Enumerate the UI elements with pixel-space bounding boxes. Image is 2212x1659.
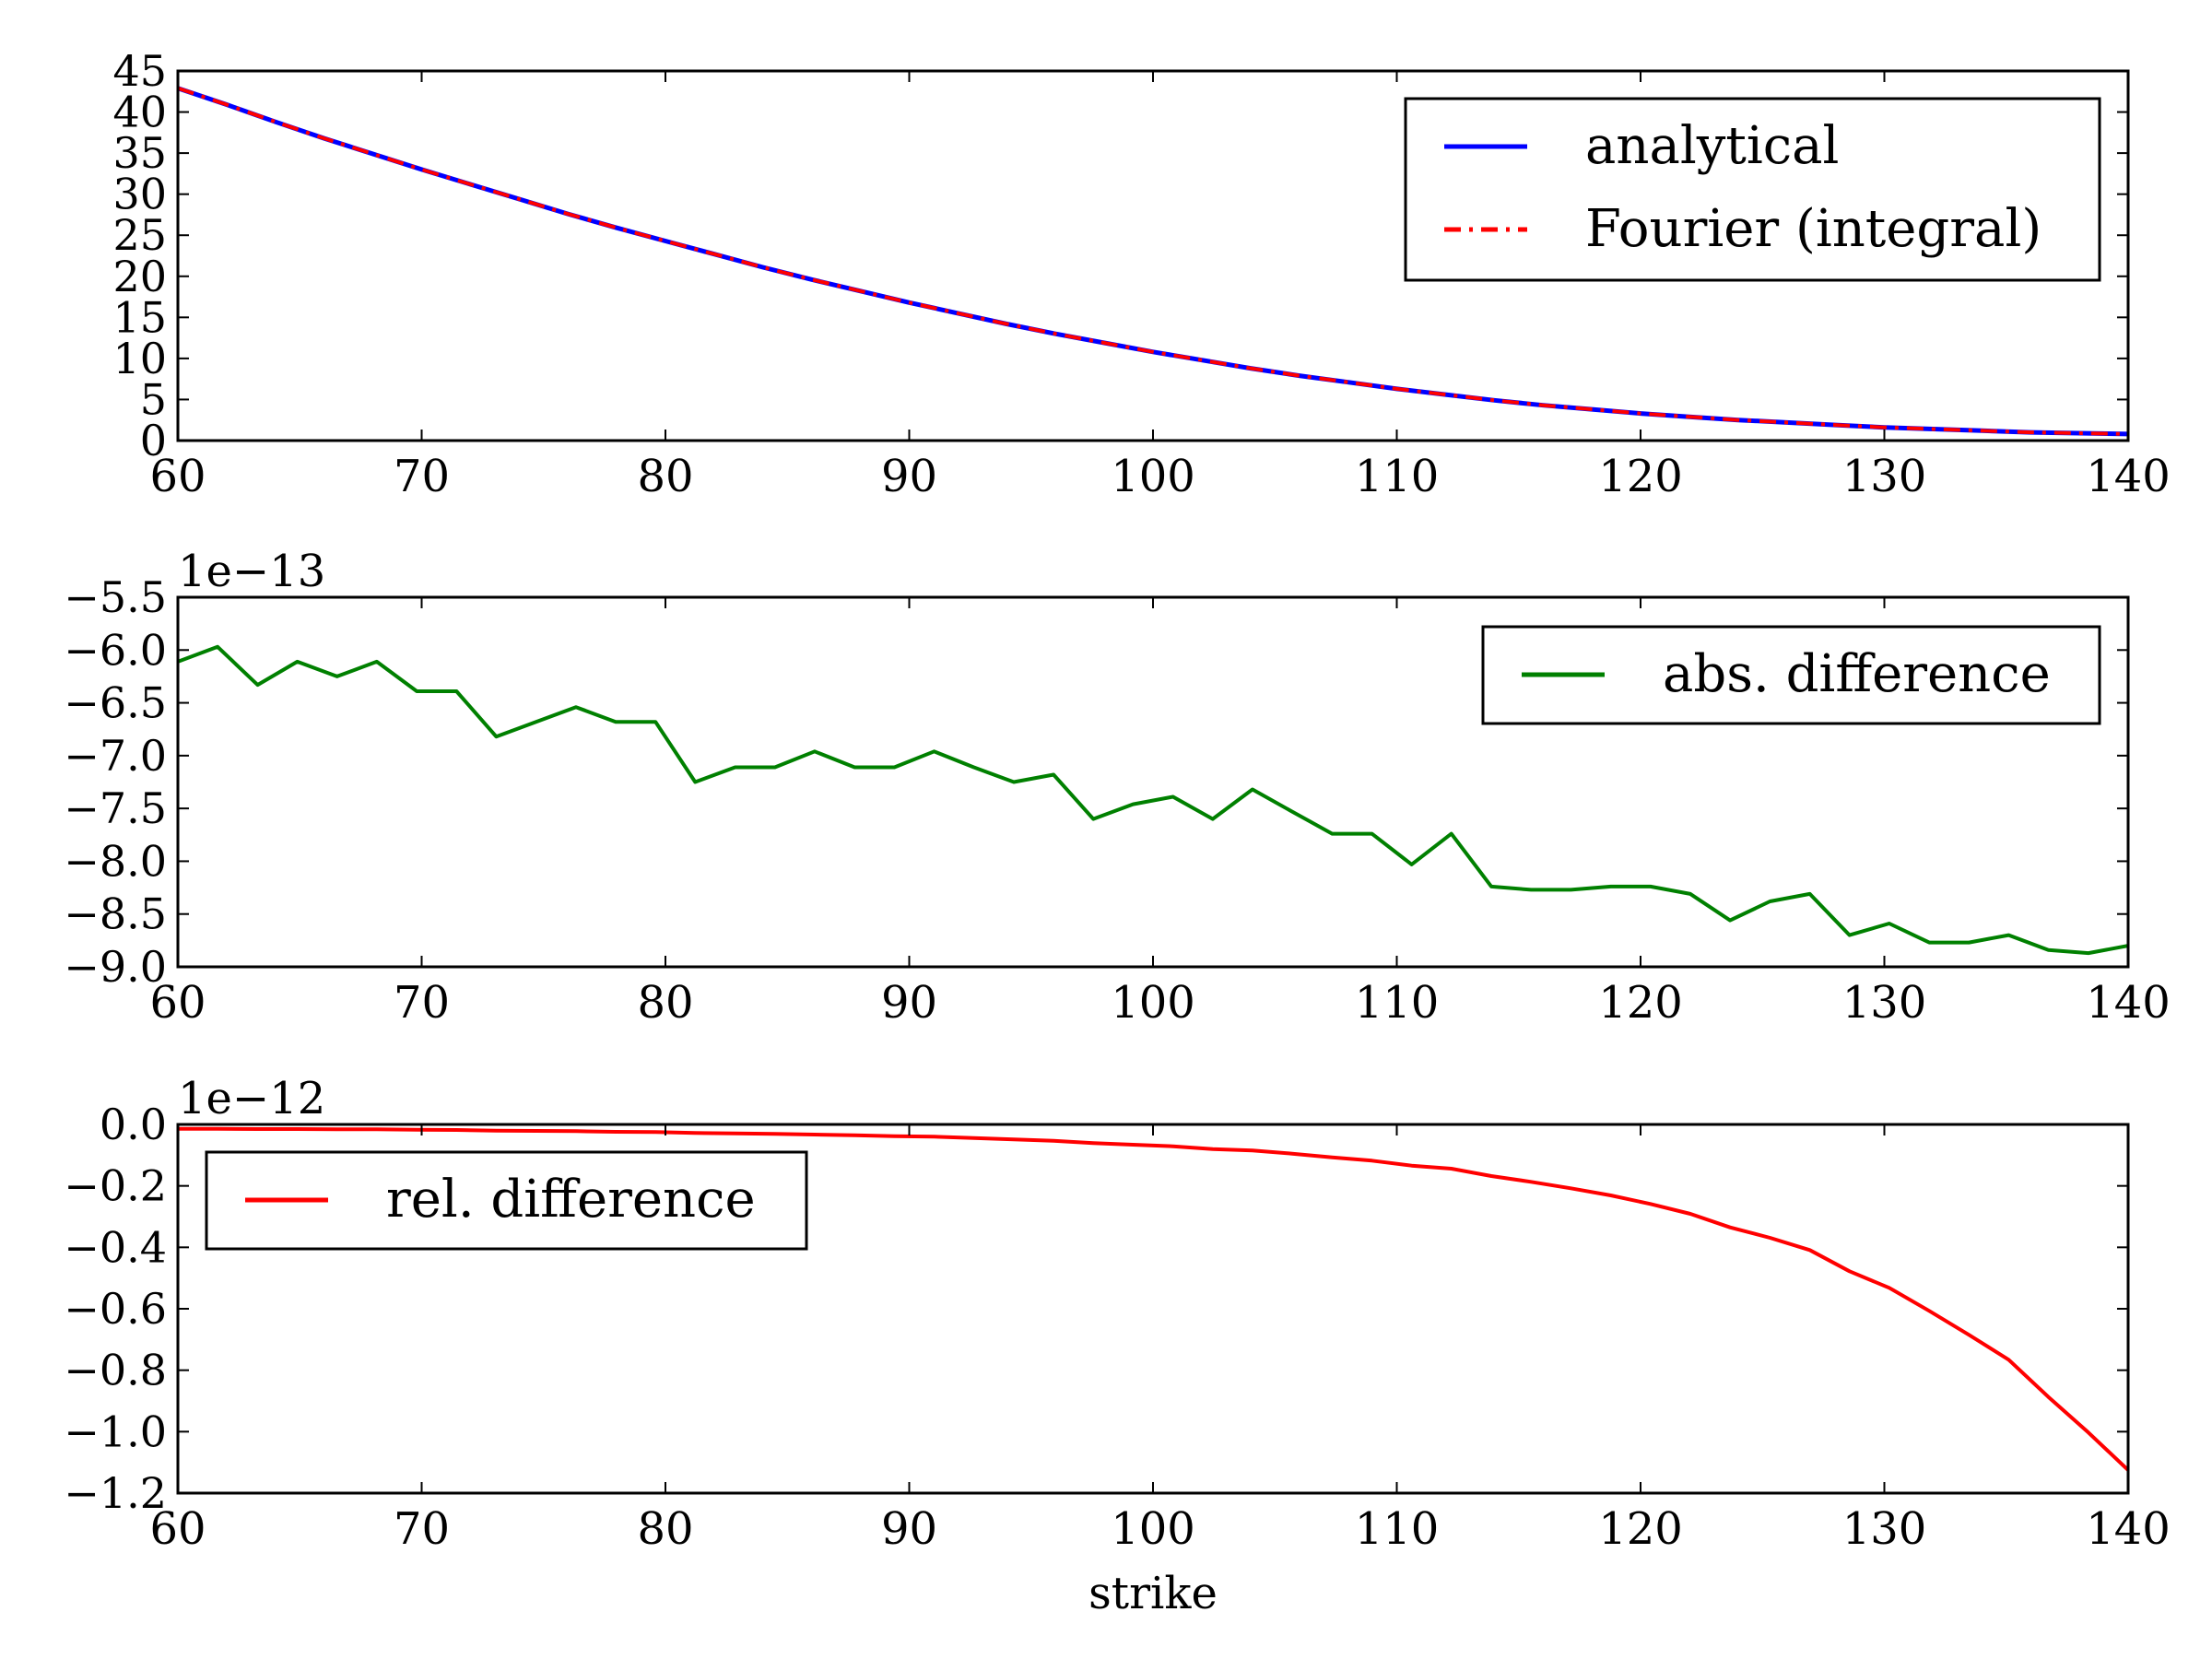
y-tick-label: −1.2 xyxy=(64,1468,167,1518)
x-tick-label: 130 xyxy=(1842,1503,1927,1555)
x-tick-label: 110 xyxy=(1355,1503,1440,1555)
y-tick-label: 0 xyxy=(140,416,167,465)
y-tick-label: −6.5 xyxy=(64,678,167,728)
legend-label: abs. difference xyxy=(1663,644,2051,704)
y-tick-label: −6.0 xyxy=(64,625,167,675)
legend: abs. difference xyxy=(1481,625,2101,725)
y-tick-label: 10 xyxy=(112,334,167,383)
series-line-1 xyxy=(178,1126,2128,1472)
x-axis-label: strike xyxy=(1088,1568,1218,1619)
x-tick-label: 110 xyxy=(1355,977,1440,1029)
x-tick-label: 70 xyxy=(394,451,450,502)
x-tick-label: 70 xyxy=(394,1503,450,1555)
legend-label: analytical xyxy=(1585,116,1839,176)
legend-frame xyxy=(1404,97,2101,282)
y-tick-label: −0.8 xyxy=(64,1346,167,1395)
y-tick-label: −1.0 xyxy=(64,1406,167,1456)
series-line-2 xyxy=(178,86,2128,436)
plot-area xyxy=(178,644,2128,956)
legend-label: rel. difference xyxy=(386,1170,756,1230)
subplot-2: 60 70 80 90 100 110 120 130 140−9.0−8.5−8.0−7.5−… xyxy=(64,546,2171,1029)
x-tick-label: 100 xyxy=(1111,451,1195,502)
legend-label: Fourier (integral) xyxy=(1585,199,2041,259)
series-line-1 xyxy=(178,644,2128,956)
x-tick-label: 60 xyxy=(149,451,206,502)
y-tick-label: 25 xyxy=(112,210,167,260)
y-tick-label: 40 xyxy=(112,88,167,137)
y-tick-label: 0.0 xyxy=(100,1100,167,1149)
x-tick-label: 120 xyxy=(1598,1503,1683,1555)
x-tick-label: 140 xyxy=(2086,977,2171,1029)
x-tick-label: 60 xyxy=(149,977,206,1029)
subplots: 60 70 80 90 100 110 120 130 140 05101520253035404… xyxy=(64,46,2171,1555)
y-tick-label: −5.5 xyxy=(64,572,167,622)
x-tick-label: 120 xyxy=(1598,977,1683,1029)
x-tick-label: 80 xyxy=(637,977,693,1029)
x-tick-label: 100 xyxy=(1111,1503,1195,1555)
x-tick-label: 90 xyxy=(881,977,937,1029)
y-tick-label: −0.4 xyxy=(64,1222,167,1272)
x-tick-label: 60 xyxy=(149,1503,206,1555)
x-tick-label: 130 xyxy=(1842,977,1927,1029)
y-tick-label: −8.5 xyxy=(64,889,167,939)
x-tick-label: 100 xyxy=(1111,977,1195,1029)
y-tick-label: −0.6 xyxy=(64,1284,167,1334)
y-tick-label: 45 xyxy=(112,46,167,96)
y-tick-label: 5 xyxy=(140,374,167,424)
x-tick-label: 80 xyxy=(637,1503,693,1555)
legend: analytical Fourier (integral) xyxy=(1404,97,2101,282)
y-tick-label: −7.0 xyxy=(64,731,167,781)
x-tick-label: 90 xyxy=(881,451,937,502)
y-tick-label: 35 xyxy=(112,128,167,178)
y-tick-label: −9.0 xyxy=(64,942,167,992)
x-tick-label: 120 xyxy=(1598,451,1683,502)
plot-area xyxy=(178,86,2128,437)
y-tick-label: 30 xyxy=(112,170,167,219)
x-tick-label: 140 xyxy=(2086,451,2171,502)
axis-offset-text: 1e−12 xyxy=(178,1073,325,1124)
y-tick-label: 20 xyxy=(112,252,167,301)
x-tick-label: 130 xyxy=(1842,451,1927,502)
y-tick-label: −0.2 xyxy=(64,1161,167,1211)
x-tick-label: 140 xyxy=(2086,1503,2171,1555)
subplot-3: 60 70 80 90 100 110 120 130 140 −1.2 −1.0 −0.8 −0.6 −… xyxy=(64,1073,2171,1555)
y-tick-label: 15 xyxy=(112,292,167,342)
y-tick-label: −8.0 xyxy=(64,836,167,886)
y-tick-label: −7.5 xyxy=(64,783,167,833)
x-tick-label: 110 xyxy=(1355,451,1440,502)
subplot-1: 60 70 80 90 100 110 120 130 140 05101520253035404… xyxy=(112,46,2170,502)
axis-offset-text: 1e−13 xyxy=(178,546,325,597)
x-tick-label: 80 xyxy=(637,451,693,502)
plot-area xyxy=(178,1126,2128,1472)
legend: rel. difference xyxy=(205,1150,808,1251)
x-tick-label: 90 xyxy=(881,1503,937,1555)
x-tick-label: 70 xyxy=(394,977,450,1029)
